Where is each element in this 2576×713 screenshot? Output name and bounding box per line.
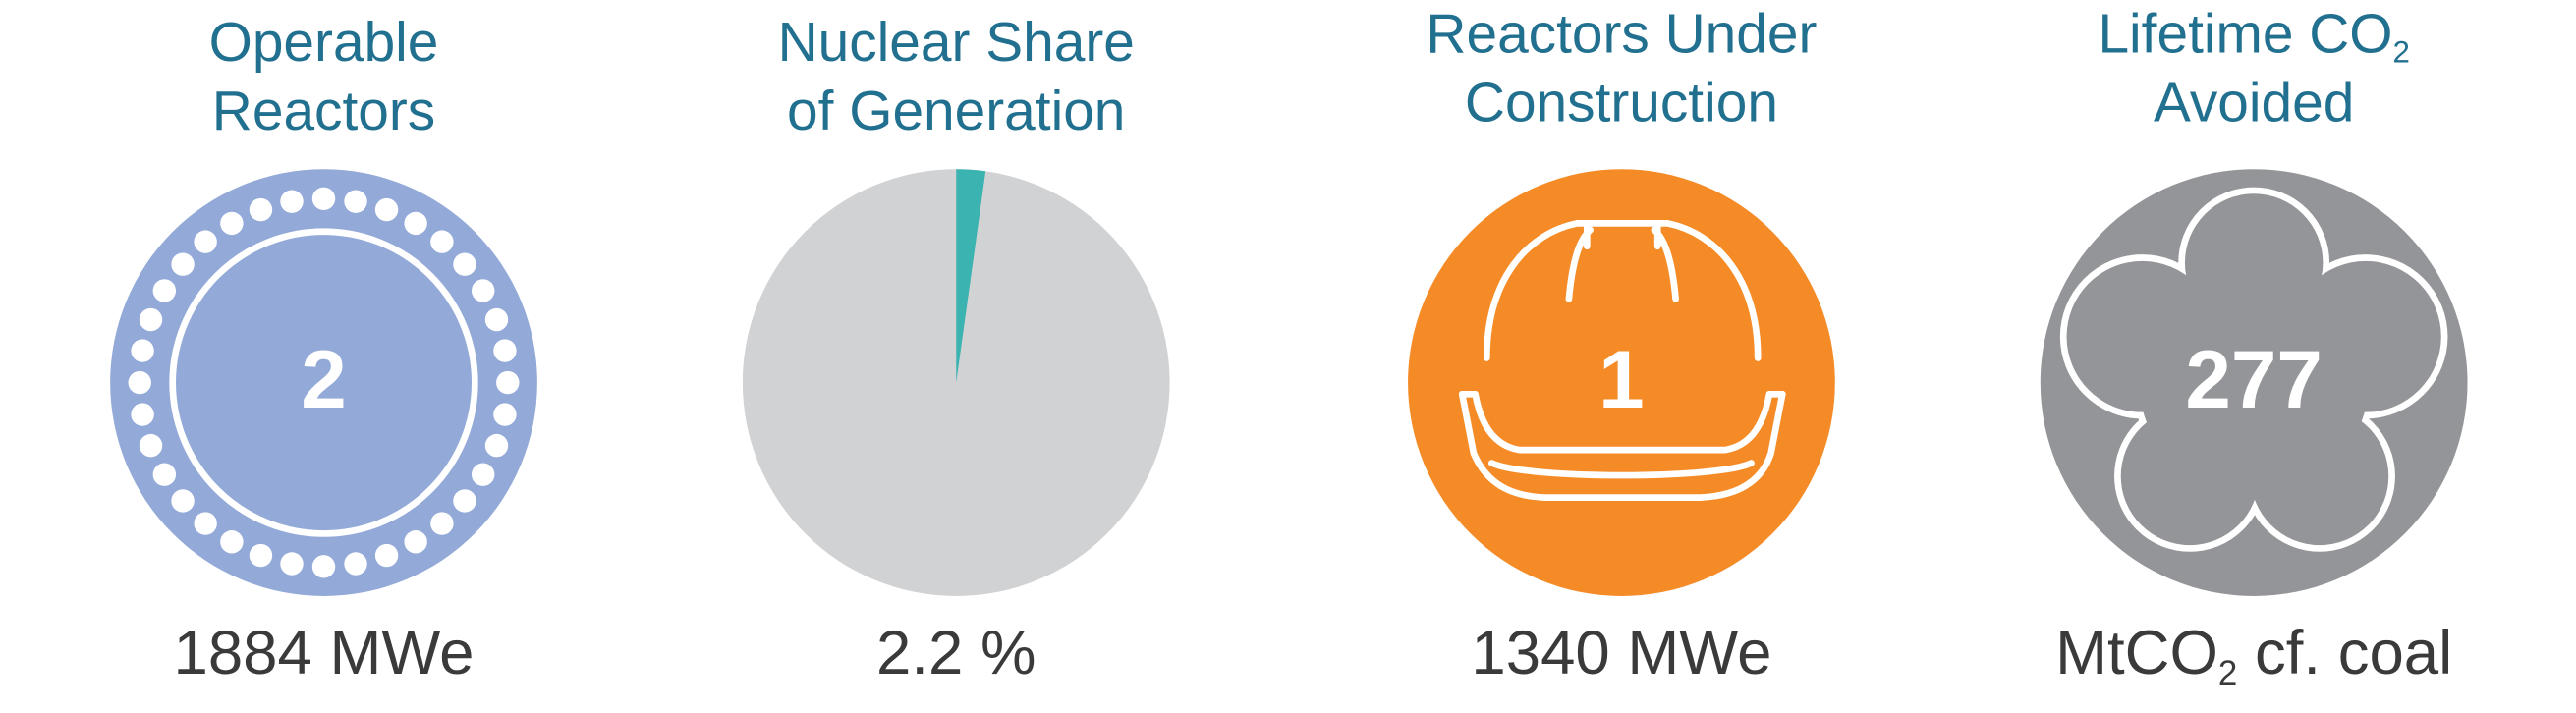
caption: 2.2 % xyxy=(876,618,1036,687)
reactor-dot xyxy=(249,543,273,568)
text-part: Avoided xyxy=(2154,73,2354,135)
text-part: cf. coal xyxy=(2237,618,2452,687)
text-part: Reactors xyxy=(212,81,435,142)
text-part: Reactors Under xyxy=(1426,3,1817,65)
reactor-dot xyxy=(493,339,517,362)
text-part: MtCO xyxy=(2055,618,2218,687)
reactor-dot xyxy=(131,339,154,362)
reactor-dot xyxy=(220,530,244,554)
panel-title: Nuclear Share xyxy=(778,12,1135,74)
panel-title: Lifetime CO2 xyxy=(2098,3,2409,69)
reactor-dot xyxy=(344,190,367,213)
panel-title: Avoided xyxy=(2154,73,2354,135)
helmet-icon xyxy=(1458,220,1786,501)
reactor-dot xyxy=(484,433,509,458)
reactor-dot xyxy=(131,403,154,426)
reactor-dot xyxy=(311,555,336,578)
text-part: 2.2 % xyxy=(876,618,1036,687)
panel-title: Reactors Under xyxy=(1426,3,1817,65)
reactor-dot xyxy=(471,279,495,302)
panel-title: Operable xyxy=(209,12,439,74)
reactor-dot xyxy=(152,463,177,486)
reactor-dot xyxy=(139,433,163,458)
reactor-dot xyxy=(404,530,427,554)
operable-reactors-panel: Operable Reactors 1884 MWe 2 xyxy=(110,12,537,687)
badge-value: 2 xyxy=(301,333,347,425)
reactor-dot xyxy=(139,307,163,332)
reactor-dot xyxy=(171,489,195,513)
badge-value: 277 xyxy=(2185,333,2322,425)
subscript: 2 xyxy=(2218,654,2237,692)
reactor-dot xyxy=(220,211,244,236)
text-part: Lifetime CO xyxy=(2098,3,2392,65)
reactor-dot xyxy=(374,197,399,222)
reactor-dot xyxy=(471,463,495,486)
reactor-dot xyxy=(453,489,476,513)
reactor-dot xyxy=(404,211,427,236)
reactor-dot xyxy=(374,543,399,568)
reactor-dot xyxy=(484,307,509,332)
panel-title: of Generation xyxy=(787,81,1125,142)
text-part: Nuclear Share xyxy=(778,12,1135,74)
cloud-icon xyxy=(2059,187,2448,552)
reactor-dot xyxy=(430,230,454,253)
reactor-dot xyxy=(496,370,520,395)
caption: MtCO2 cf. coal xyxy=(2055,618,2452,693)
core-ring xyxy=(169,228,478,537)
caption: 1340 MWe xyxy=(1471,618,1771,687)
caption: 1884 MWe xyxy=(174,618,475,687)
reactor-dot xyxy=(152,279,177,302)
badge-value: 1 xyxy=(1598,333,1645,425)
text-part: 1340 MWe xyxy=(1471,618,1771,687)
reactor-dot xyxy=(280,190,304,213)
reactor-dot xyxy=(453,252,476,276)
reactor-dot xyxy=(171,252,195,276)
text-part: Construction xyxy=(1465,73,1778,135)
text-part: Operable xyxy=(209,12,439,74)
nuclear-share-panel: Nuclear Share of Generation 2.2 % xyxy=(742,12,1170,687)
pie-wedge xyxy=(956,169,986,383)
reactor-dot xyxy=(128,370,151,395)
reactor-dot xyxy=(194,230,217,253)
reactor-dot xyxy=(430,512,454,535)
subscript: 2 xyxy=(2392,35,2409,70)
reactor-dot xyxy=(344,552,367,576)
construction-panel: Reactors Under Construction 1340 MWe 1 xyxy=(1408,3,1835,687)
text-part: of Generation xyxy=(787,81,1125,142)
text-part: 1884 MWe xyxy=(174,618,475,687)
pie-rest xyxy=(742,169,1170,596)
panel-title: Reactors xyxy=(212,81,435,142)
reactor-dot xyxy=(194,512,217,535)
reactor-dot xyxy=(493,403,517,426)
panel-title: Construction xyxy=(1465,73,1778,135)
reactor-dot xyxy=(311,187,336,211)
reactor-dot xyxy=(249,197,273,222)
reactor-dot xyxy=(280,552,304,576)
